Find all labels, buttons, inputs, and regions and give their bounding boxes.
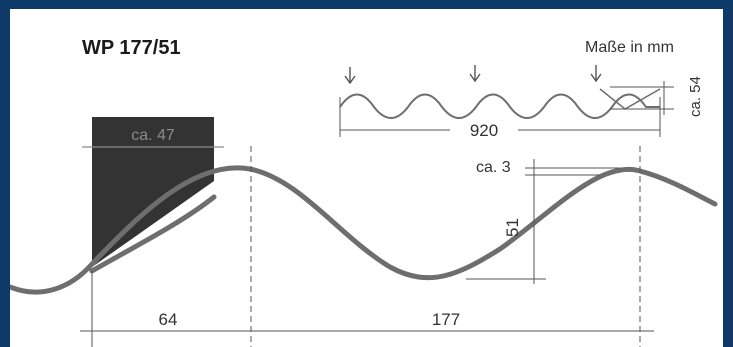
diagram-frame: WP 177/51 Maße in mm ca. 54 9 [10,9,723,347]
wave-height-dimension [466,187,546,284]
overview-height-dimension [610,81,674,115]
overview-profile: ca. 54 920 [339,65,704,140]
bottom-dimensions [80,271,654,347]
overview-height-label: ca. 54 [687,76,704,117]
overview-width-label: 920 [470,121,498,140]
profile-diagram: WP 177/51 Maße in mm ca. 54 9 [10,37,718,347]
arrow-down-icon [469,65,481,83]
wave-pitch-label: 177 [432,310,460,329]
overlap-width-label: 64 [159,310,178,329]
wave-height-label: 51 [503,218,522,237]
overview-width-dimension [339,97,661,137]
arrow-down-icon [590,65,602,83]
overview-wave [339,93,660,119]
arrow-down-icon [344,67,356,85]
underlap-sheet [89,194,217,274]
profile-title: WP 177/51 [82,37,181,59]
thickness-label: ca. 3 [476,159,511,176]
fastener-width-label: ca. 47 [131,127,175,144]
fastener-block: ca. 47 [82,117,224,267]
units-note: Maße in mm [585,39,674,56]
main-wave-profile [10,165,718,295]
thickness-dimension [525,159,620,187]
